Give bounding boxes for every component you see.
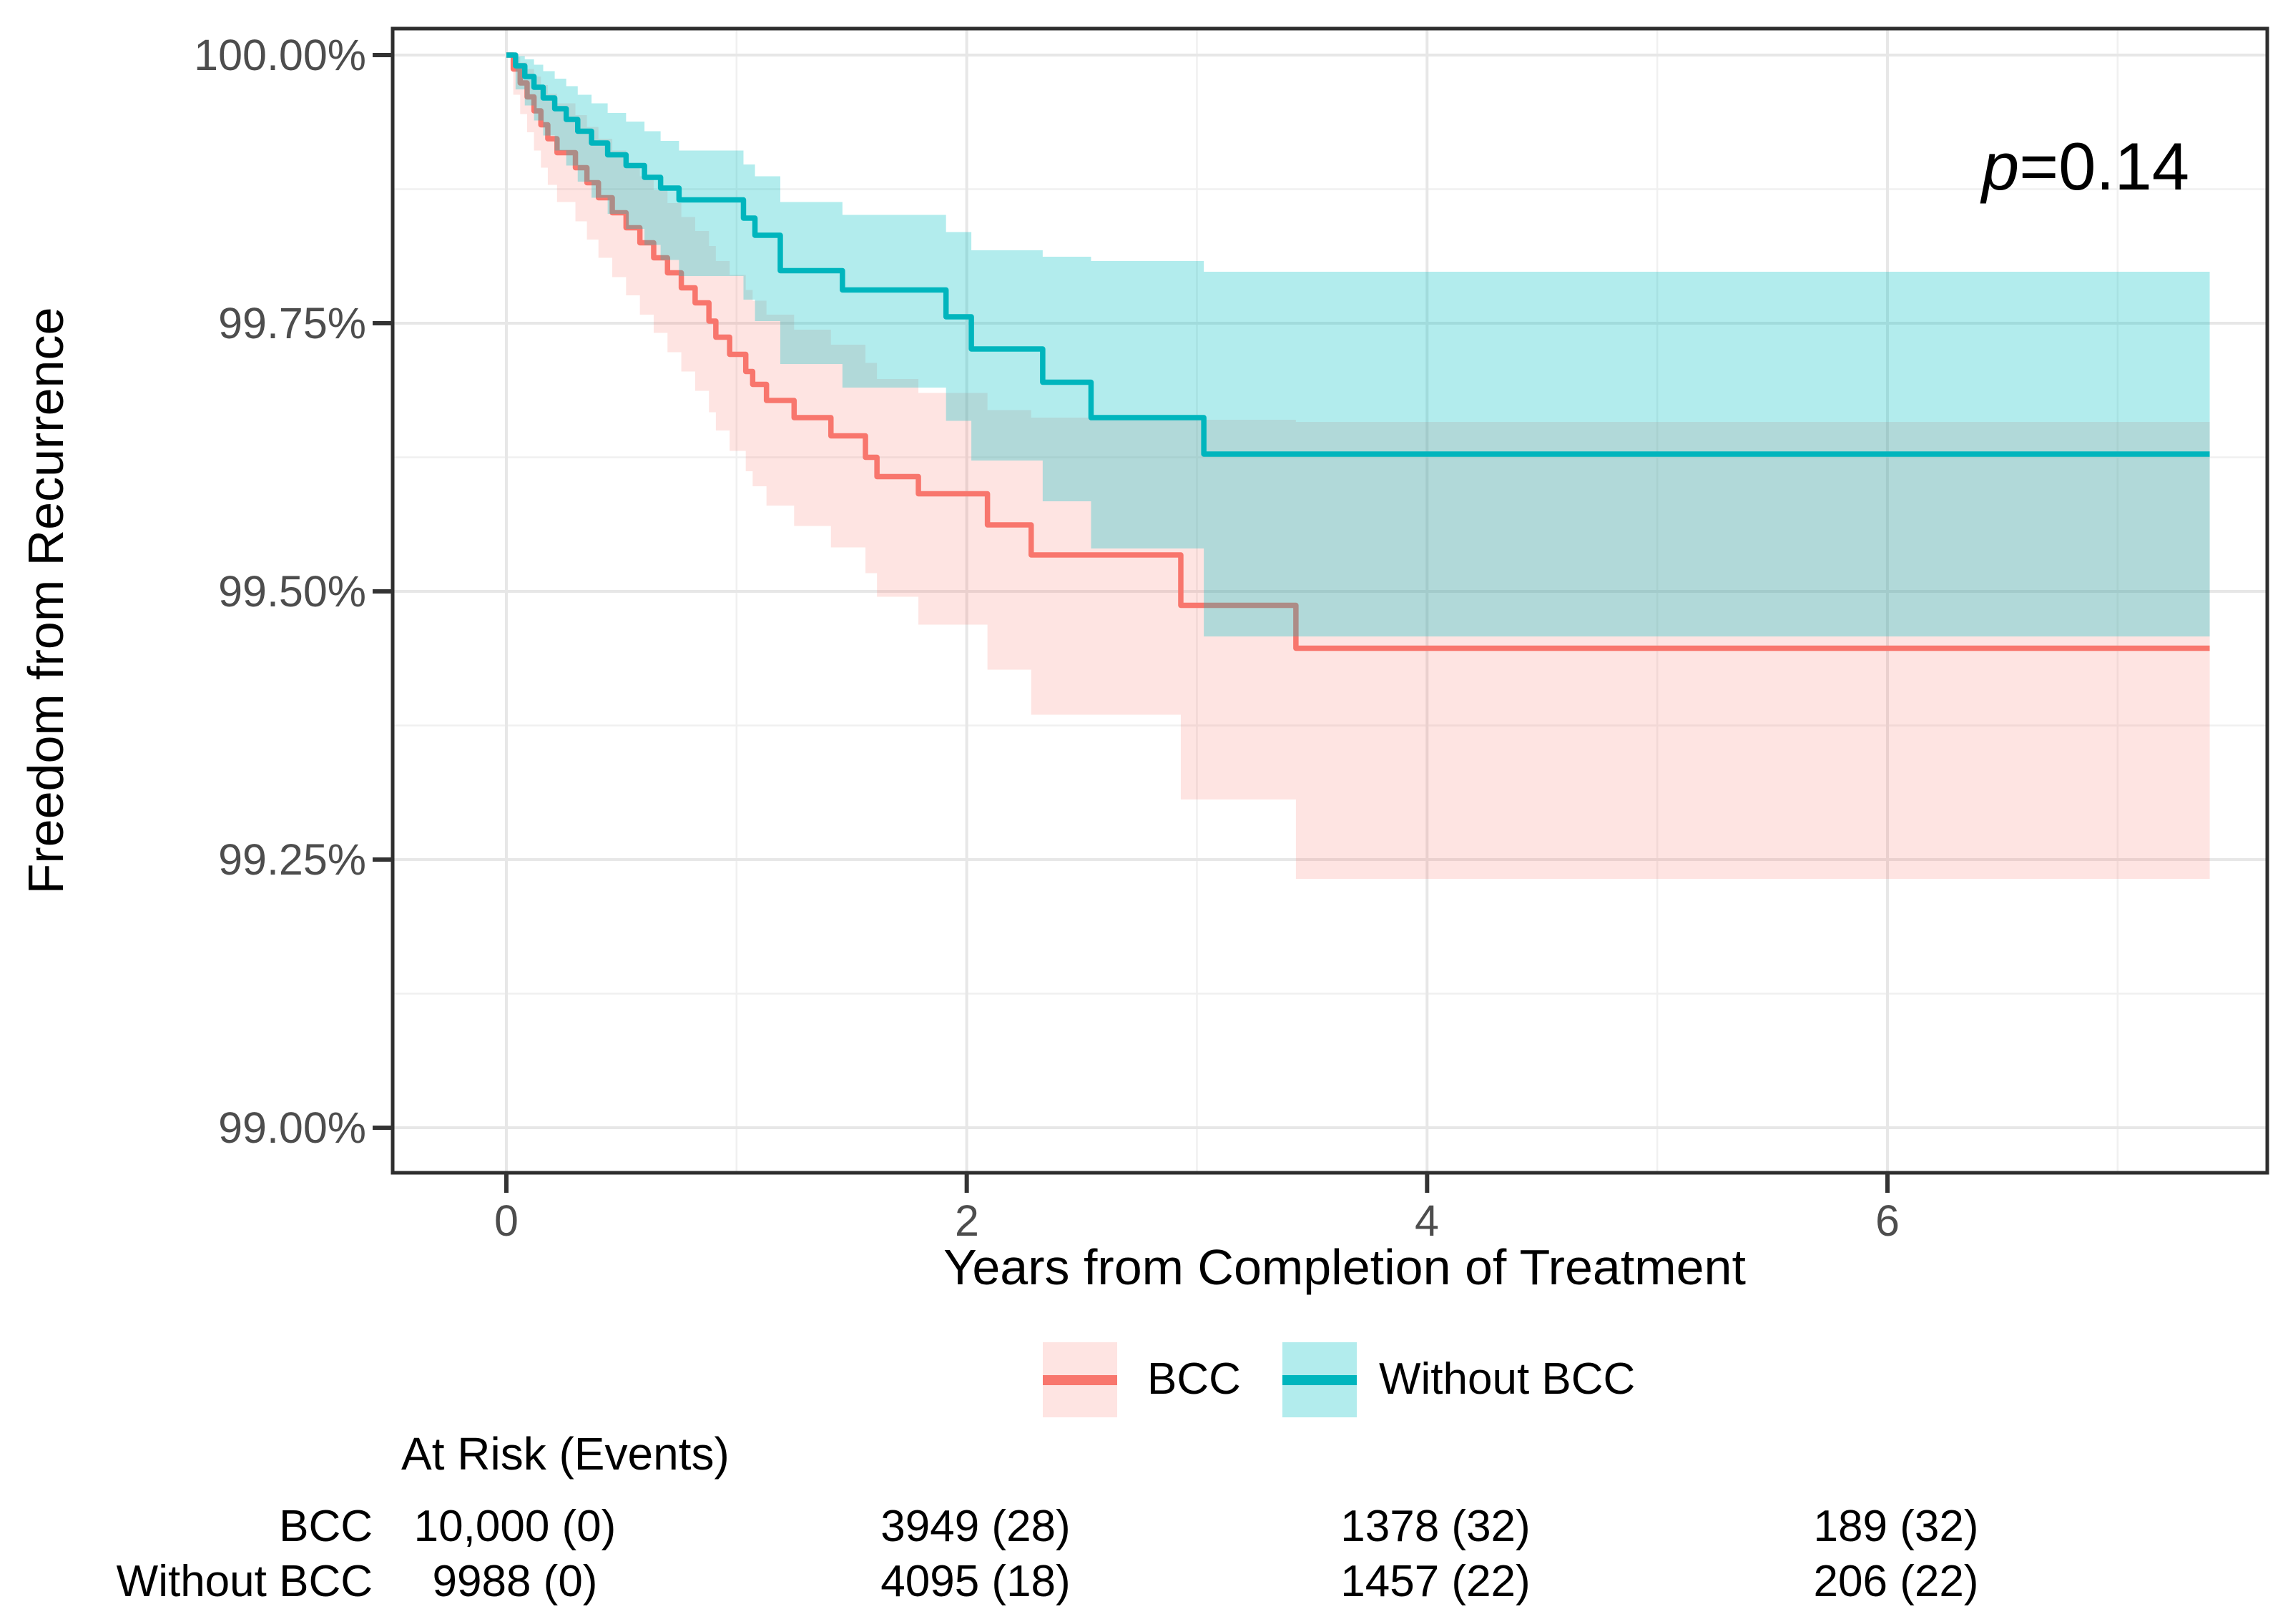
survival-curve-without-bcc [506,52,2210,457]
risk-row-label-bcc: BCC [279,1502,373,1551]
confidence-ribbon-without-bcc [506,55,2210,636]
y-tick-label-99.00: 99.00% [218,1103,366,1152]
risk-value: 1378 (32) [1340,1502,1531,1551]
legend-key-without-bcc [1282,1342,1357,1417]
legend-label-bcc: BCC [1147,1354,1241,1404]
panel-border [391,26,2269,1175]
x-tick-label-2: 2 [955,1196,979,1245]
survival-curve-bcc [506,52,2210,651]
risk-value: 206 (22) [1813,1557,1979,1606]
risk-value: 4095 (18) [880,1557,1071,1606]
x-tick-label-6: 6 [1875,1196,1900,1245]
legend-line-without-bcc-icon [1282,1375,1357,1385]
x-tick-label-0: 0 [494,1196,519,1245]
x-tick-label-4: 4 [1415,1196,1439,1245]
plot-panel [393,29,2267,1173]
p-value-symbol: p [1981,129,2020,204]
risk-value: 9988 (0) [432,1557,598,1606]
confidence-ribbon-bcc [506,55,2210,879]
y-tick-label-99.25: 99.25% [218,835,366,884]
legend-key-bcc [1043,1342,1117,1417]
y-tick-label-100.00: 100.00% [194,31,366,79]
risk-value: 1457 (22) [1340,1557,1531,1606]
x-axis-title: Years from Completion of Treatment [943,1239,1746,1295]
y-tick-label-99.75: 99.75% [218,299,366,348]
risk-value: 10,000 (0) [413,1502,617,1551]
legend-label-without-bcc: Without BCC [1379,1354,1636,1404]
risk-value: 3949 (28) [880,1502,1071,1551]
risk-value: 189 (32) [1813,1502,1979,1551]
p-value-text: =0.14 [2019,129,2190,204]
legend-line-bcc-icon [1043,1375,1117,1385]
km-plot-canvas [373,26,2269,1193]
y-axis-title: Freedom from Recurrence [18,307,74,895]
risk-table-header: At Risk (Events) [401,1428,730,1480]
y-tick-label-99.50: 99.50% [218,567,366,616]
risk-row-label-without-bcc: Without BCC [116,1557,373,1606]
p-value-annotation: p=0.14 [1982,128,2189,205]
